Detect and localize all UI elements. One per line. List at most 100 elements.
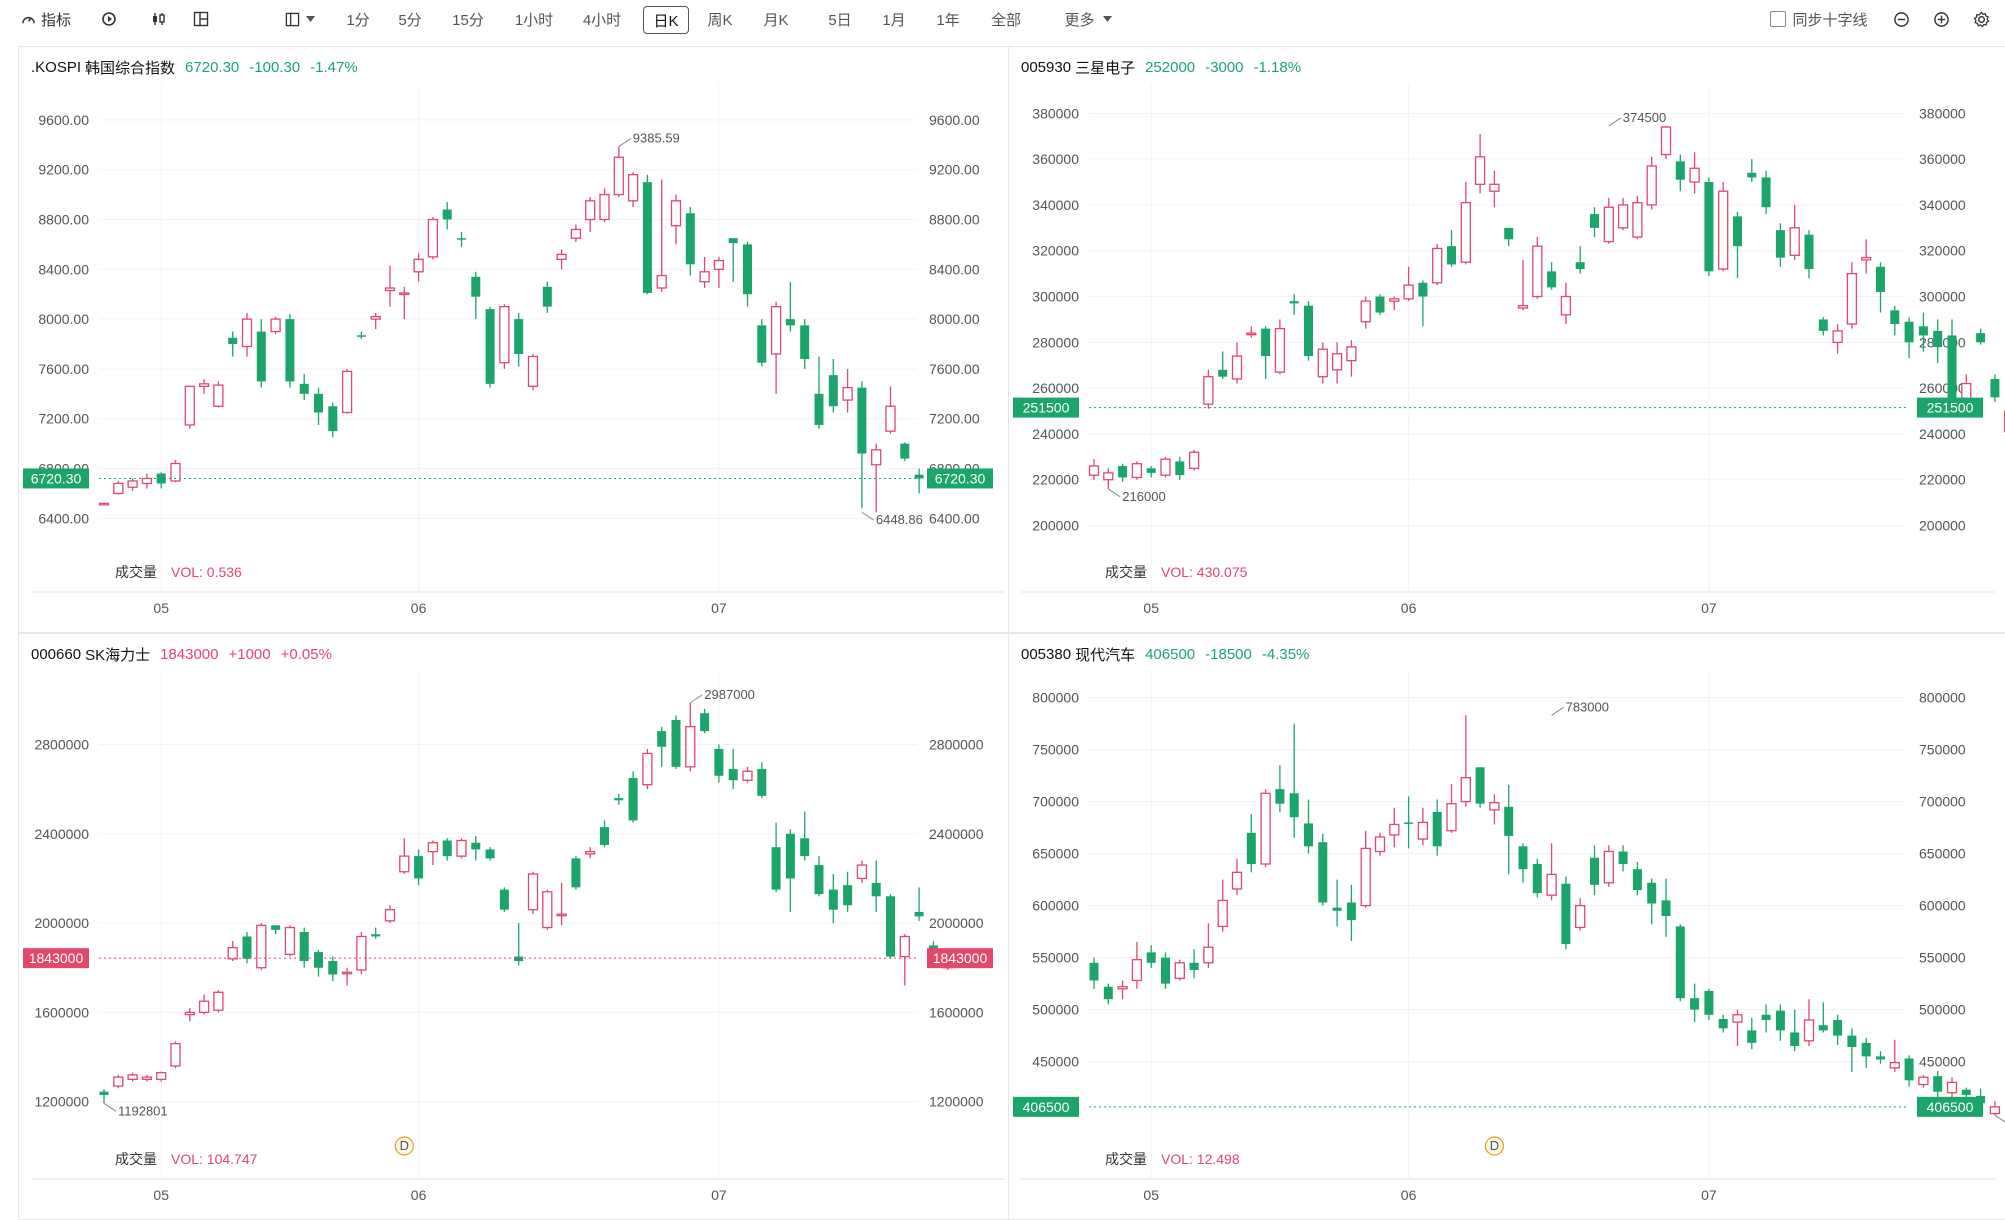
- candle-body: [1946, 1081, 1958, 1094]
- x-tick-label: 05: [153, 600, 169, 616]
- candle-body: [198, 1000, 210, 1014]
- candle-body: [1275, 789, 1285, 804]
- candle-body: [1360, 847, 1371, 907]
- candlestick-chart[interactable]: 450000 450000 500000 500000 550000 550000 6000…: [1009, 634, 2005, 1219]
- candle-body: [657, 731, 667, 747]
- zoom-in-icon[interactable]: [1930, 6, 1952, 32]
- tab-timeframe-4[interactable]: 4小时: [582, 11, 622, 29]
- candlestick-chart[interactable]: 1200000 1200000 1600000 1600000 2000000 20000…: [19, 634, 1017, 1219]
- y-tick-label-right: 280000: [1919, 334, 1966, 350]
- column-settings-dropdown[interactable]: [280, 6, 320, 32]
- symbol-code: 005380: [1021, 645, 1072, 663]
- chart-panel-samsung[interactable]: 005930 三星电子 252000 -3000 -1.18% 200000 20…: [1008, 46, 2005, 633]
- candle-body: [256, 924, 267, 969]
- candle-body: [1660, 126, 1672, 156]
- price-tag-left-text: 406500: [1023, 1099, 1070, 1115]
- tab-timeframe-2[interactable]: 15分: [452, 11, 484, 29]
- chart-panel-kospi[interactable]: .KOSPI 韩国综合指数 6720.30 -100.30 -1.47% 640…: [18, 46, 1018, 633]
- candle-body: [728, 769, 738, 781]
- candle-body: [1818, 1025, 1828, 1031]
- more-dropdown[interactable]: 更多: [1056, 6, 1120, 32]
- y-tick-label-left: 200000: [1032, 518, 1079, 534]
- candle-body: [1590, 214, 1599, 228]
- candle-body: [1904, 1058, 1914, 1081]
- candle-body: [1188, 451, 1200, 469]
- candle-body: [184, 1011, 195, 1016]
- tab-timeframe-9[interactable]: 1月: [882, 11, 906, 29]
- high-marker-line: [618, 138, 632, 148]
- tab-timeframe-6[interactable]: 周K: [707, 11, 733, 29]
- volume-value: VOL: 430.075: [1161, 564, 1248, 580]
- candle-body: [271, 925, 281, 930]
- y-tick-label-left: 240000: [1032, 426, 1079, 442]
- candle-body: [1089, 962, 1099, 981]
- candle-body: [1718, 1018, 1728, 1029]
- replay-icon[interactable]: [98, 6, 120, 32]
- candle-body: [1876, 266, 1885, 292]
- zoom-out-icon[interactable]: [1890, 6, 1912, 32]
- tab-timeframe-7[interactable]: 月K: [763, 11, 789, 29]
- y-tick-label-right: 6400.00: [929, 510, 980, 526]
- price-change-pct: -1.47%: [310, 58, 358, 76]
- candle-body: [814, 865, 824, 895]
- high-marker-line: [1551, 706, 1564, 716]
- candle-body: [1632, 201, 1643, 238]
- gauge-icon: [21, 12, 36, 27]
- candle-body: [1775, 230, 1785, 258]
- candle-body: [1889, 1061, 1900, 1069]
- y-tick-label-left: 2400000: [34, 826, 89, 842]
- candle-body: [1918, 1076, 1929, 1086]
- x-tick-label: 07: [1701, 1187, 1717, 1203]
- crosshair-checkbox[interactable]: [1770, 11, 1787, 27]
- candle-body: [885, 405, 896, 432]
- dividend-marker-label: D: [400, 1138, 409, 1153]
- price-tag-left: [1013, 397, 1079, 418]
- price-tag-right-text: 1843000: [933, 950, 988, 966]
- candle-body: [600, 827, 609, 845]
- candle-body: [1446, 803, 1457, 832]
- candle-body: [828, 889, 838, 910]
- tab-timeframe-10[interactable]: 1年: [936, 11, 960, 29]
- candle-body: [627, 174, 639, 202]
- candle-body: [1231, 871, 1243, 890]
- candle-body: [1833, 1020, 1843, 1036]
- candle-body: [356, 335, 366, 337]
- candle-body: [785, 833, 795, 879]
- candle-body: [127, 480, 138, 488]
- tab-timeframe-3[interactable]: 1小时: [514, 11, 554, 29]
- candle-body: [1418, 282, 1428, 297]
- candle-body: [1532, 245, 1543, 298]
- tab-timeframe-0[interactable]: 1分: [346, 11, 370, 29]
- indicator-button[interactable]: 指标: [16, 6, 76, 32]
- candle-body: [485, 309, 495, 384]
- candlestick-chart[interactable]: 200000 200000 220000 220000 240000 240000 2600…: [1009, 47, 2005, 632]
- chart-panel-sk-hynix[interactable]: 000660 SK海力士 1843000 +1000 +0.05% 120000…: [18, 633, 1018, 1220]
- candle-body: [585, 851, 596, 855]
- x-tick-label: 05: [1143, 600, 1159, 616]
- crosshair-sync-toggle[interactable]: 同步十字线: [1764, 6, 1874, 32]
- candle-body: [542, 891, 553, 929]
- y-tick-label-right: 320000: [1919, 243, 1966, 259]
- candle-body: [499, 306, 510, 364]
- candlestick-chart[interactable]: 6400.006400.006800.006800.007200.007200.…: [19, 47, 1017, 632]
- candle-body: [456, 839, 467, 857]
- price-change-pct: -4.35%: [1261, 645, 1310, 663]
- y-tick-label-right: 9600.00: [929, 112, 980, 128]
- tab-timeframe-1[interactable]: 5分: [398, 11, 422, 29]
- candle-body: [127, 1074, 138, 1081]
- symbol-code: 000660: [31, 645, 82, 663]
- chart-panel-hyundai[interactable]: 005380 现代汽车 406500 -18500 -4.35% 450000 4…: [1008, 633, 2005, 1220]
- tab-timeframe-8[interactable]: 5日: [828, 11, 852, 29]
- candle-body: [242, 936, 252, 959]
- layout-icon[interactable]: [190, 6, 212, 32]
- candle-body: [1661, 900, 1671, 916]
- settings-gear-icon[interactable]: [1970, 6, 1992, 32]
- candle-body: [256, 331, 266, 382]
- symbol-name: 三星电子: [1075, 59, 1136, 77]
- candle-body: [828, 375, 838, 407]
- candle-body: [471, 276, 481, 297]
- tab-timeframe-11[interactable]: 全部: [990, 11, 1021, 29]
- tab-timeframe-5[interactable]: 日K: [643, 6, 689, 34]
- candlestick-type-icon[interactable]: [148, 6, 170, 32]
- candle-body: [1603, 206, 1614, 243]
